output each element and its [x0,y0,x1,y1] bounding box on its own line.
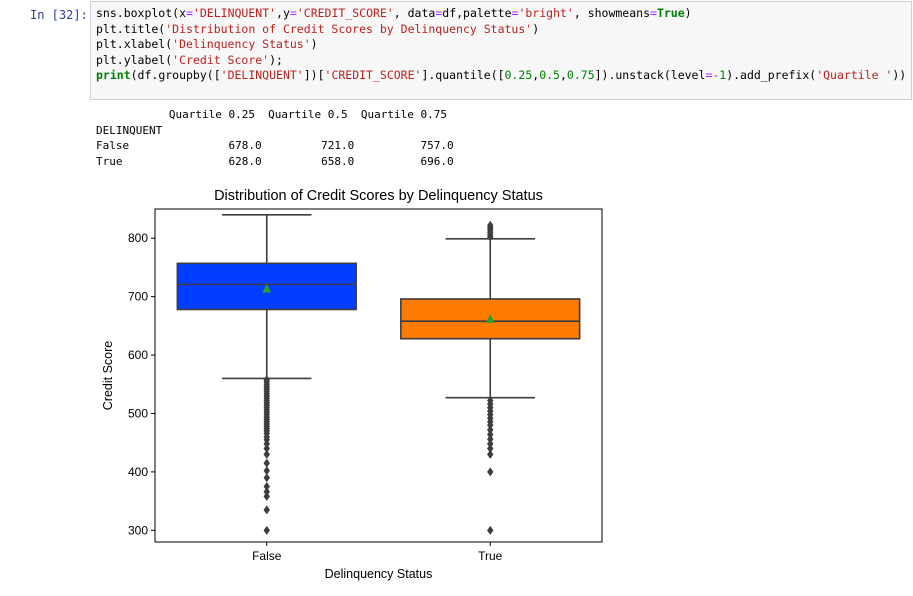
box-true-outlier-7 [487,425,494,435]
box-false-outlier-1 [263,505,270,515]
y-tick-label-300: 300 [128,523,148,537]
y-tick-label-500: 500 [128,406,148,420]
code-line-2: plt.title('Distribution of Credit Scores… [96,21,540,36]
y-tick-label-600: 600 [128,348,148,362]
box-true-outlier-6 [487,430,494,440]
cell-prompt: In [32]: [30,8,88,22]
box-false-outlier-8 [263,449,270,459]
box-true-outlier-2 [487,449,494,459]
chart-title: Distribution of Credit Scores by Delinqu… [214,188,543,204]
box-true-outlier-15 [487,396,494,406]
code-line-1: sns.boxplot(x='DELINQUENT',y='CREDIT_SCO… [96,6,692,20]
box-false-outlier-6 [263,466,270,476]
box-false-outlier-0 [263,525,270,535]
boxplot-figure: Distribution of Credit Scores by Delinqu… [96,183,616,583]
box-true-mean-marker [485,314,495,323]
box-false-outlier-36 [263,375,270,385]
box-true-outlier-0 [487,525,494,535]
plot-frame [154,208,603,543]
y-tick-label-700: 700 [128,290,148,304]
output-table-header: Quartile 0.25 Quartile 0.5 Quartile 0.75 [96,108,447,121]
x-axis-label: Delinquency Status [325,567,433,581]
code-line-3: plt.xlabel('Delinquency Status') [96,37,318,51]
box-false-outlier-3 [263,487,270,497]
y-axis-label: Credit Score [101,341,115,411]
box-false-outlier-5 [263,473,270,483]
box-false-outlier-4 [263,482,270,491]
output-index-name: DELINQUENT [96,124,163,137]
y-tick-label-400: 400 [128,465,148,479]
code-cell-input[interactable] [90,1,912,100]
box-true-outlier-1 [487,467,494,477]
box-false-outlier-7 [263,458,270,468]
box-true-outlier-3 [487,444,494,454]
y-tick-label-800: 800 [128,231,148,245]
x-tick-label-true: True [478,549,503,563]
output-row-false: False 678.0 721.0 757.0 [96,139,454,152]
output-row-true: True 628.0 658.0 696.0 [96,155,454,168]
box-true-outlier-21 [487,220,494,230]
code-editor[interactable]: sns.boxplot(x='DELINQUENT',y='CREDIT_SCO… [96,6,906,84]
code-line-4: plt.ylabel('Credit Score'); [96,52,283,67]
boxplot-svg: Distribution of Credit Scores by Delinqu… [101,188,603,581]
code-line-5: print(df.groupby(['DELINQUENT'])['CREDIT… [96,68,907,82]
box-true-outlier-5 [487,434,494,444]
box-false-outlier-2 [263,491,270,501]
x-tick-label-false: False [252,549,282,563]
box-false-outlier-9 [263,444,270,454]
box-false-mean-marker [262,284,272,293]
box-true-outlier-4 [487,439,494,449]
